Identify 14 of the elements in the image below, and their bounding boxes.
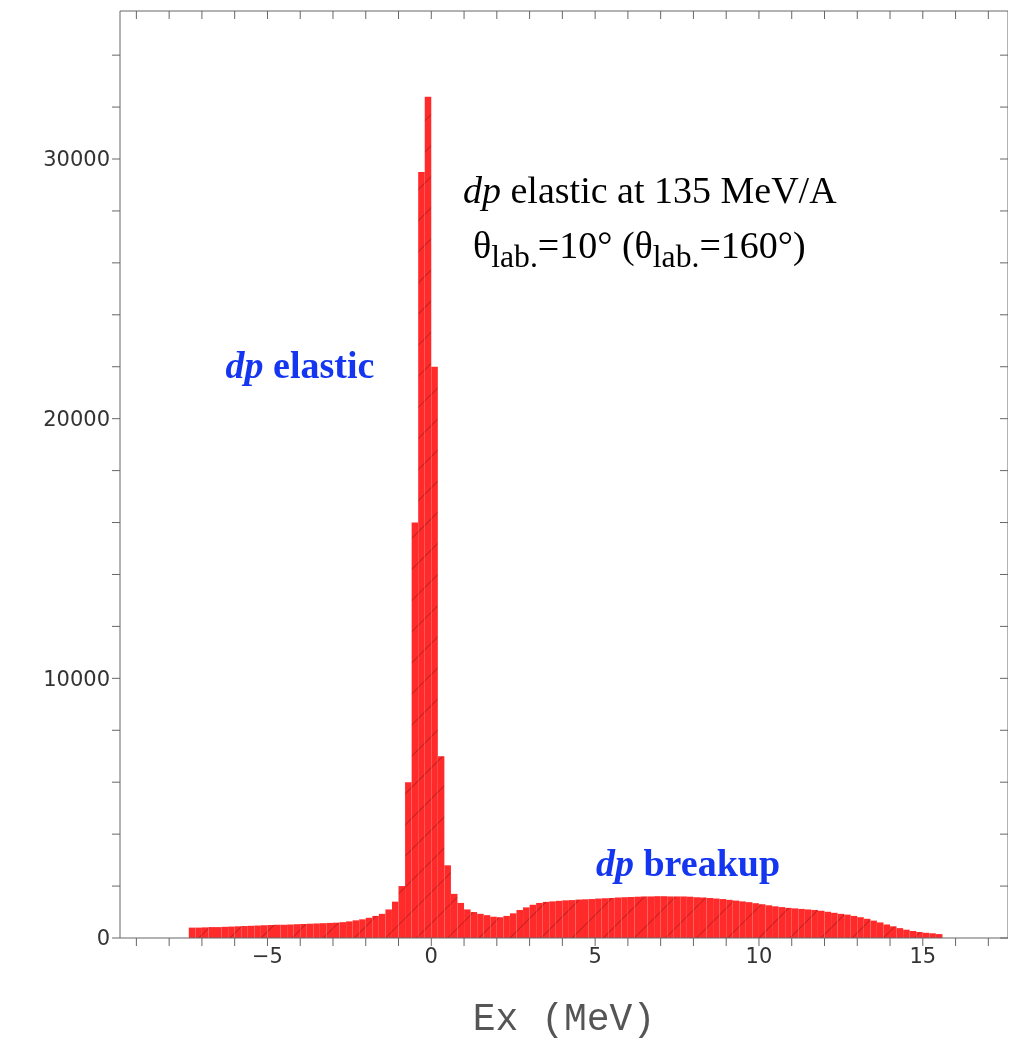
y-tick-label: 0 [96, 926, 110, 951]
x-tick-label: −5 [251, 943, 283, 968]
annotation: dp elastic [225, 343, 375, 387]
y-tick-label: 30000 [43, 147, 110, 172]
x-tick-label: 0 [424, 943, 438, 968]
text: θ$_{lab.}$=10° (θ$_{lab.}$=160°) [473, 224, 806, 274]
x-tick-label: 5 [588, 943, 602, 968]
x-axis-title: Ex (MeV) [472, 998, 656, 1041]
y-tick-label: 10000 [43, 666, 110, 691]
x-tick-label: 10 [745, 943, 773, 968]
x-tick-label: 15 [909, 943, 937, 968]
text: dp elastic at 135 MeV/A [463, 168, 837, 212]
annotation: dp breakup [595, 841, 781, 885]
y-tick-label: 20000 [43, 407, 110, 432]
